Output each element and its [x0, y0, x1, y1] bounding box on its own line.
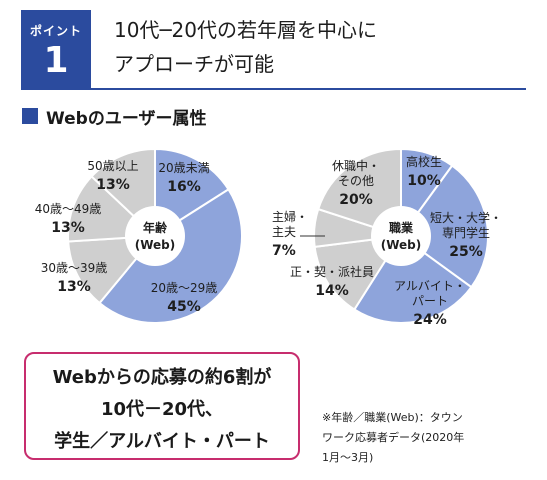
slice-value-label: 13% [96, 177, 130, 193]
slice-value-label: 13% [51, 220, 85, 236]
callout-line-2: 10代－20代、 [100, 399, 224, 420]
slice-name-label: 専門学生 [442, 225, 490, 240]
pie-slice [399, 164, 489, 289]
note-line-3: 1月～3月) [322, 451, 374, 464]
note-line-1: ※年齢／職業(Web)：タウン [322, 411, 463, 424]
pie-center-label: (Web) [135, 238, 176, 252]
point-badge: ポイント 1 [21, 10, 91, 88]
source-note: ※年齢／職業(Web)：タウン ワーク応募者データ(2020年 1月～3月) [322, 408, 464, 468]
slice-name-label: アルバイト・ [394, 279, 466, 293]
slice-name-label: 主夫 [272, 225, 296, 239]
pie-center-label: 職業 [389, 220, 414, 235]
slice-name-label: 40歳～49歳 [35, 202, 102, 216]
slice-name-label: 休職中・ [332, 158, 380, 173]
header: ポイント 1 10代─20代の若年層を中心に アプローチが可能 [0, 0, 547, 92]
section-title: Webのユーザー属性 [46, 109, 207, 129]
slice-value-label: 24% [413, 312, 447, 328]
slice-name-label: 30歳～39歳 [41, 261, 108, 275]
header-divider [21, 88, 526, 90]
badge-label: ポイント [29, 24, 82, 38]
pie-center-label: (Web) [381, 238, 422, 252]
slice-value-label: 45% [167, 299, 201, 315]
pie-slice [352, 234, 473, 324]
pie-slice [316, 147, 402, 238]
slice-name-label: 50歳以上 [87, 159, 138, 173]
slice-name-label: 正・契・派社員 [290, 264, 374, 279]
slice-value-label: 10% [407, 173, 441, 189]
square-bullet-icon [22, 108, 38, 124]
slice-name-label: パート [412, 294, 448, 308]
badge-number: 1 [43, 40, 69, 81]
slice-name-label: 主婦・ [272, 209, 308, 224]
pie-center-hole [125, 206, 185, 266]
page-title-line-2: アプローチが可能 [114, 52, 274, 76]
summary-callout: Webからの応募の約6割が 10代－20代、 学生／アルバイト・パート [24, 352, 300, 460]
pie-center-label: 年齢 [143, 220, 168, 235]
slice-value-label: 25% [449, 244, 483, 260]
slice-name-label: 高校生 [406, 154, 442, 169]
slice-name-label: 20歳～29歳 [151, 281, 218, 295]
slice-name-label: その他 [338, 174, 374, 188]
callout-line-1: Webからの応募の約6割が [52, 367, 272, 388]
slice-value-label: 7% [272, 243, 296, 259]
note-line-2: ワーク応募者データ(2020年 [322, 431, 465, 444]
pie-chart-age: 年齢 (Web) 20歳未満 16% 20歳～29歳 45% 30歳～39歳 13% 40歳～4… [35, 147, 243, 324]
pie-chart-occupation: 職業 (Web) 高校生 10% 短大・大学・専門学生 25% アルバイト・パート 24% 正・… [272, 147, 502, 328]
slice-name-label: 20歳未満 [158, 161, 209, 175]
slice-name-label: 短大・大学・ [430, 210, 502, 225]
slice-value-label: 13% [57, 279, 91, 295]
slice-value-label: 20% [339, 192, 373, 208]
callout-line-3: 学生／アルバイト・パート [54, 431, 270, 452]
page-title-line-1: 10代─20代の若年層を中心に [114, 18, 377, 42]
slice-value-label: 14% [315, 283, 349, 299]
slice-value-label: 16% [167, 179, 201, 195]
pie-center-hole [371, 206, 431, 266]
